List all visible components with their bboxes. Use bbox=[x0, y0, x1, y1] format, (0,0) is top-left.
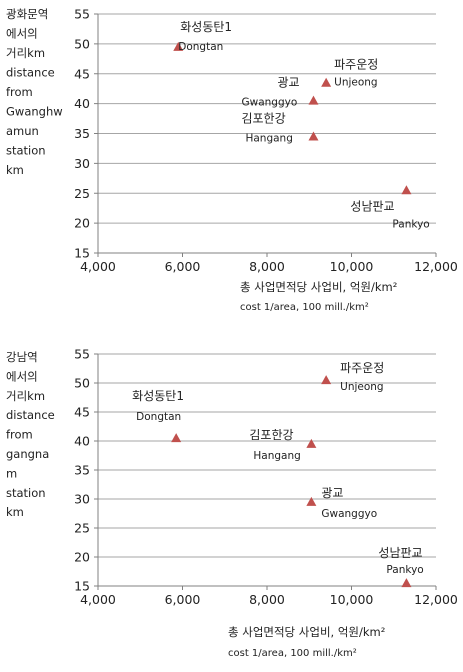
data-point-marker bbox=[321, 77, 332, 87]
x-tick-label: 8,000 bbox=[249, 259, 285, 274]
y-axis-label-line: from bbox=[6, 428, 33, 442]
y-tick-label: 30 bbox=[74, 156, 90, 171]
y-axis-label-line: station bbox=[6, 486, 46, 500]
data-point-label-en: Unjeong bbox=[334, 77, 377, 89]
x-tick-label: 12,000 bbox=[414, 592, 458, 607]
data-point-label-en: Dongtan bbox=[136, 411, 181, 423]
x-tick-label: 10,000 bbox=[330, 259, 374, 274]
data-point-label-ko: 성남판교 bbox=[350, 199, 394, 213]
data-point-label-ko: 김포한강 bbox=[241, 111, 285, 125]
data-point-marker bbox=[306, 496, 317, 506]
y-axis-label-line: km bbox=[6, 163, 24, 177]
x-tick-label: 4,000 bbox=[80, 592, 116, 607]
y-tick-label: 25 bbox=[74, 521, 90, 536]
data-point-label-ko: 파주운정 bbox=[334, 58, 378, 72]
data-point-marker bbox=[401, 185, 412, 195]
data-point-marker bbox=[321, 375, 332, 385]
y-tick-label: 50 bbox=[74, 376, 90, 391]
x-tick-label: 4,000 bbox=[80, 259, 116, 274]
y-axis-label-line: distance bbox=[6, 408, 55, 422]
y-axis-label-line: 거리km bbox=[6, 46, 45, 60]
y-tick-label: 45 bbox=[74, 66, 90, 81]
chart-1: 15 20 25 30 35 40 45 50 55 4,000 6,000 8,000 10,000 1… bbox=[6, 7, 458, 314]
y-tick-label: 55 bbox=[74, 347, 90, 362]
y-axis-label-line: 거리km bbox=[6, 389, 45, 403]
y-axis-label-line: station bbox=[6, 144, 46, 158]
data-point-label-en: Pankyo bbox=[386, 564, 423, 576]
y-tick-label: 15 bbox=[74, 579, 90, 594]
y-tick-label: 45 bbox=[74, 405, 90, 420]
x-axis-label-line: cost 1/area, 100 mill./km² bbox=[228, 648, 357, 659]
chart-2: 15 20 25 30 35 40 45 50 55 4,000 6,000 8,000 10,000 1… bbox=[6, 347, 458, 660]
x-tick-label: 6,000 bbox=[165, 259, 201, 274]
y-tick-label: 40 bbox=[74, 96, 90, 111]
data-point-label-en: Hangang bbox=[245, 132, 292, 144]
y-tick-label: 35 bbox=[74, 126, 90, 141]
y-tick-label: 35 bbox=[74, 463, 90, 478]
y-tick-label: 25 bbox=[74, 186, 90, 201]
y-axis-label-line: 광화문역 bbox=[6, 7, 48, 21]
data-point-marker bbox=[308, 95, 319, 105]
y-tick-label: 50 bbox=[74, 36, 90, 51]
y-axis-label-line: Gwanghw bbox=[6, 105, 63, 119]
y-axis-label-line: from bbox=[6, 85, 33, 99]
y-axis-label-line: 에서의 bbox=[6, 369, 38, 383]
data-point-label-ko: 화성동탄1 bbox=[180, 20, 232, 34]
y-tick-label: 20 bbox=[74, 216, 90, 231]
data-point-label-ko: 화성동탄1 bbox=[132, 389, 184, 403]
data-point-label-en: Hangang bbox=[253, 450, 300, 462]
y-tick-label: 30 bbox=[74, 492, 90, 507]
data-point-marker bbox=[306, 438, 317, 448]
y-axis-label-line: km bbox=[6, 505, 24, 519]
y-tick-label: 40 bbox=[74, 434, 90, 449]
y-axis-label-line: 강남역 bbox=[6, 350, 38, 364]
x-tick-label: 12,000 bbox=[414, 259, 458, 274]
data-point-marker bbox=[173, 41, 184, 51]
data-point-label-ko: 김포한강 bbox=[249, 428, 293, 442]
data-point-label-en: Gwanggyo bbox=[241, 97, 297, 109]
y-tick-label: 20 bbox=[74, 550, 90, 565]
data-point-marker bbox=[308, 131, 319, 141]
x-axis-label-line: 총 사업면적당 사업비, 억원/km² bbox=[228, 625, 385, 639]
data-point-marker bbox=[171, 433, 182, 443]
y-tick-label: 55 bbox=[74, 7, 90, 22]
data-point-marker bbox=[401, 578, 412, 588]
data-point-label-ko: 성남판교 bbox=[378, 546, 422, 560]
data-point-label-en: Dongtan bbox=[178, 41, 223, 53]
data-point-label-en: Unjeong bbox=[340, 381, 383, 393]
y-axis-label-line: amun bbox=[6, 124, 39, 138]
y-axis-label-line: m bbox=[6, 466, 17, 480]
x-tick-label: 6,000 bbox=[165, 592, 201, 607]
x-axis-label-line: 총 사업면적당 사업비, 억원/km² bbox=[240, 280, 397, 294]
x-tick-label: 8,000 bbox=[249, 592, 285, 607]
y-axis-label-line: 에서의 bbox=[6, 27, 38, 41]
data-point-label-ko: 광교 bbox=[277, 76, 299, 90]
data-point-label-ko: 파주운정 bbox=[340, 361, 384, 375]
data-point-label-en: Gwanggyo bbox=[321, 508, 377, 520]
x-axis-label-line: cost 1/area, 100 mill./km² bbox=[240, 302, 369, 313]
data-point-label-en: Pankyo bbox=[392, 218, 429, 230]
y-tick-label: 15 bbox=[74, 246, 90, 261]
y-axis-label-line: distance bbox=[6, 66, 55, 80]
data-point-label-ko: 광교 bbox=[321, 486, 343, 500]
y-axis-label-line: gangna bbox=[6, 447, 49, 461]
x-tick-label: 10,000 bbox=[330, 592, 374, 607]
